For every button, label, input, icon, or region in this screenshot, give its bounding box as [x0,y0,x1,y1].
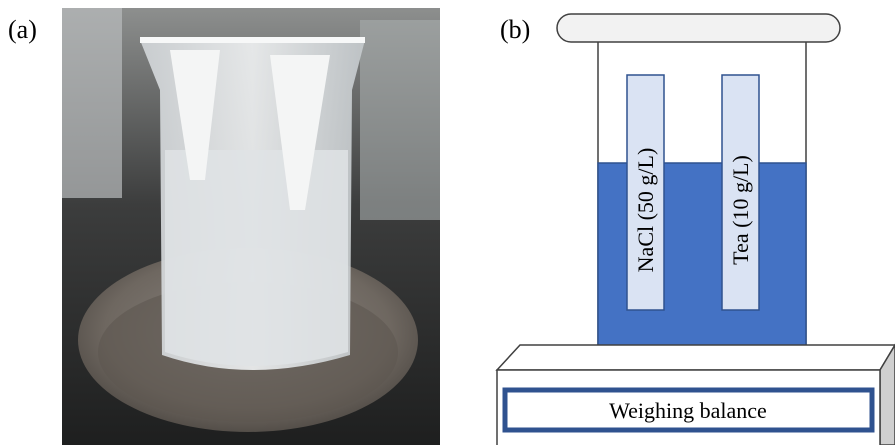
photo [62,8,440,445]
figure: (a) (b) NaCl (50 g/L) Tea (10 g/L) Weigh… [0,0,895,445]
strip-label: Tea (10 g/L) [728,155,753,265]
diagram: NaCl (50 g/L) Tea (10 g/L) Weighing bala… [497,14,895,445]
balance-label: Weighing balance [609,398,767,423]
strip-label: NaCl (50 g/L) [633,148,658,273]
panel-label: (a) [8,15,37,44]
panel-label: (b) [500,15,530,44]
